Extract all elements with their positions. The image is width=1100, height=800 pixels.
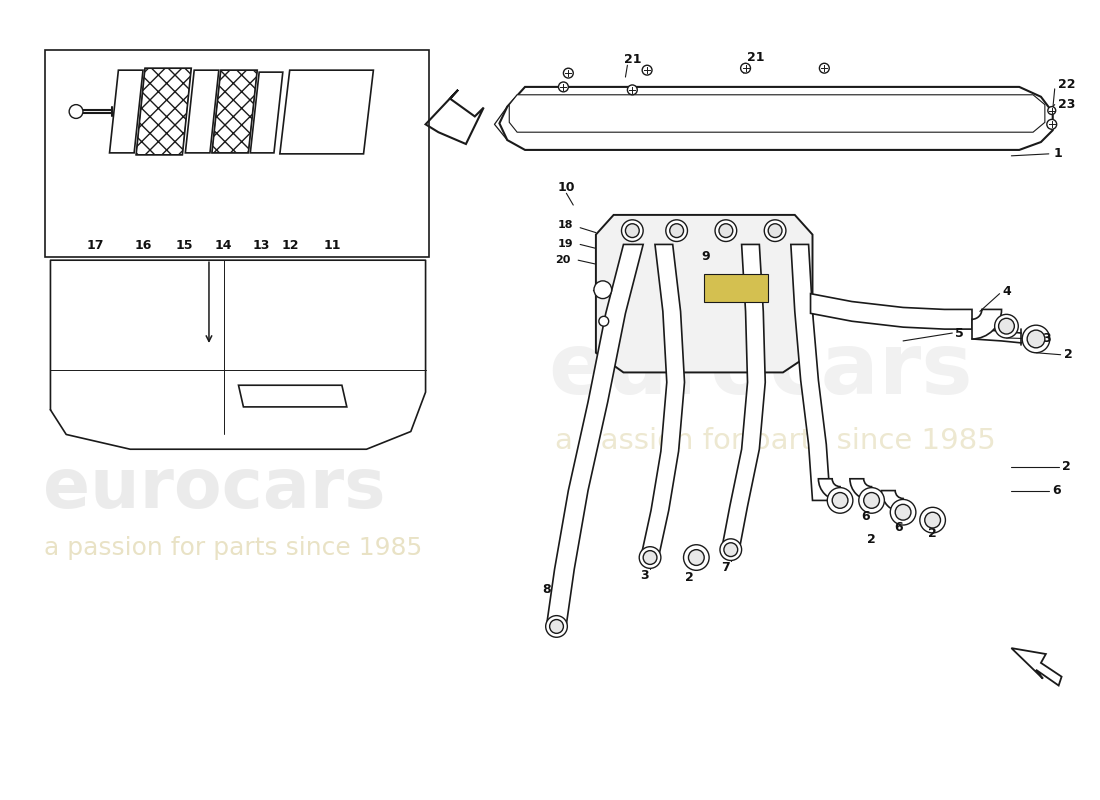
Circle shape [827, 488, 853, 514]
Circle shape [598, 316, 608, 326]
Text: 21: 21 [624, 53, 641, 66]
Text: 19: 19 [558, 239, 573, 250]
Text: 18: 18 [558, 220, 573, 230]
Text: 1: 1 [1054, 147, 1063, 160]
Text: 13: 13 [253, 239, 270, 252]
Circle shape [642, 66, 652, 75]
Text: 2: 2 [928, 527, 937, 541]
Text: 16: 16 [134, 239, 152, 252]
Text: a passion for parts since 1985: a passion for parts since 1985 [44, 536, 422, 560]
Circle shape [1047, 119, 1057, 130]
Circle shape [740, 63, 750, 73]
Circle shape [1027, 330, 1045, 348]
Circle shape [69, 105, 82, 118]
Text: 6: 6 [1052, 484, 1060, 497]
Circle shape [621, 220, 643, 242]
Text: 3: 3 [1042, 333, 1050, 346]
Circle shape [715, 220, 737, 242]
Circle shape [670, 224, 683, 238]
Text: 17: 17 [87, 239, 104, 252]
Polygon shape [547, 245, 644, 625]
Bar [704, 274, 768, 302]
Circle shape [1022, 325, 1049, 353]
Text: 15: 15 [176, 239, 194, 252]
Polygon shape [811, 294, 972, 329]
Text: 7: 7 [722, 561, 730, 574]
Polygon shape [212, 70, 257, 153]
Wedge shape [972, 310, 1001, 339]
Circle shape [689, 550, 704, 566]
Text: eurocars: eurocars [43, 455, 385, 522]
Circle shape [719, 224, 733, 238]
Text: 6: 6 [861, 510, 870, 522]
Polygon shape [722, 245, 766, 548]
Text: 5: 5 [955, 326, 964, 339]
Circle shape [644, 550, 657, 565]
Circle shape [626, 224, 639, 238]
Circle shape [683, 545, 710, 570]
Text: 23: 23 [1058, 98, 1075, 111]
Circle shape [639, 546, 661, 568]
Circle shape [563, 68, 573, 78]
Text: 10: 10 [558, 181, 575, 194]
Circle shape [895, 504, 911, 520]
Wedge shape [881, 490, 903, 512]
Circle shape [864, 493, 880, 508]
Text: 2: 2 [1064, 348, 1072, 362]
Text: 21: 21 [747, 51, 764, 64]
Circle shape [720, 539, 741, 561]
Text: 2: 2 [867, 534, 876, 546]
Polygon shape [279, 70, 373, 154]
Text: eurocars: eurocars [548, 329, 972, 412]
Circle shape [666, 220, 688, 242]
Circle shape [724, 542, 738, 557]
Text: 9: 9 [702, 250, 711, 262]
Text: 3: 3 [640, 569, 649, 582]
Circle shape [859, 488, 884, 514]
Circle shape [559, 82, 569, 92]
Wedge shape [818, 478, 840, 501]
Circle shape [764, 220, 785, 242]
Circle shape [627, 85, 637, 94]
Text: 12: 12 [282, 239, 299, 252]
Text: 14: 14 [214, 239, 232, 252]
Polygon shape [185, 70, 219, 153]
Wedge shape [850, 478, 871, 501]
Bar [44, 50, 429, 258]
Circle shape [768, 224, 782, 238]
Circle shape [820, 63, 829, 73]
Polygon shape [251, 72, 283, 153]
Text: 6: 6 [894, 522, 902, 534]
Polygon shape [499, 87, 1053, 150]
Text: 2: 2 [1062, 461, 1070, 474]
Text: a passion for parts since 1985: a passion for parts since 1985 [554, 427, 996, 455]
Polygon shape [596, 215, 813, 373]
Text: 8: 8 [542, 582, 551, 595]
Polygon shape [239, 386, 346, 407]
Circle shape [890, 499, 916, 525]
Polygon shape [136, 68, 191, 155]
Circle shape [999, 318, 1014, 334]
Circle shape [550, 619, 563, 634]
Circle shape [833, 493, 848, 508]
Text: 2: 2 [685, 570, 694, 584]
Polygon shape [791, 245, 830, 501]
Polygon shape [110, 70, 143, 153]
Circle shape [546, 616, 568, 638]
Text: 20: 20 [554, 255, 570, 265]
Text: 22: 22 [1058, 78, 1075, 91]
Polygon shape [641, 245, 684, 555]
Text: 4: 4 [1002, 285, 1011, 298]
Circle shape [920, 507, 945, 533]
Circle shape [925, 512, 940, 528]
Circle shape [1048, 106, 1056, 114]
Polygon shape [509, 94, 1045, 132]
Circle shape [594, 281, 612, 298]
Text: 11: 11 [323, 239, 341, 252]
Circle shape [994, 314, 1019, 338]
